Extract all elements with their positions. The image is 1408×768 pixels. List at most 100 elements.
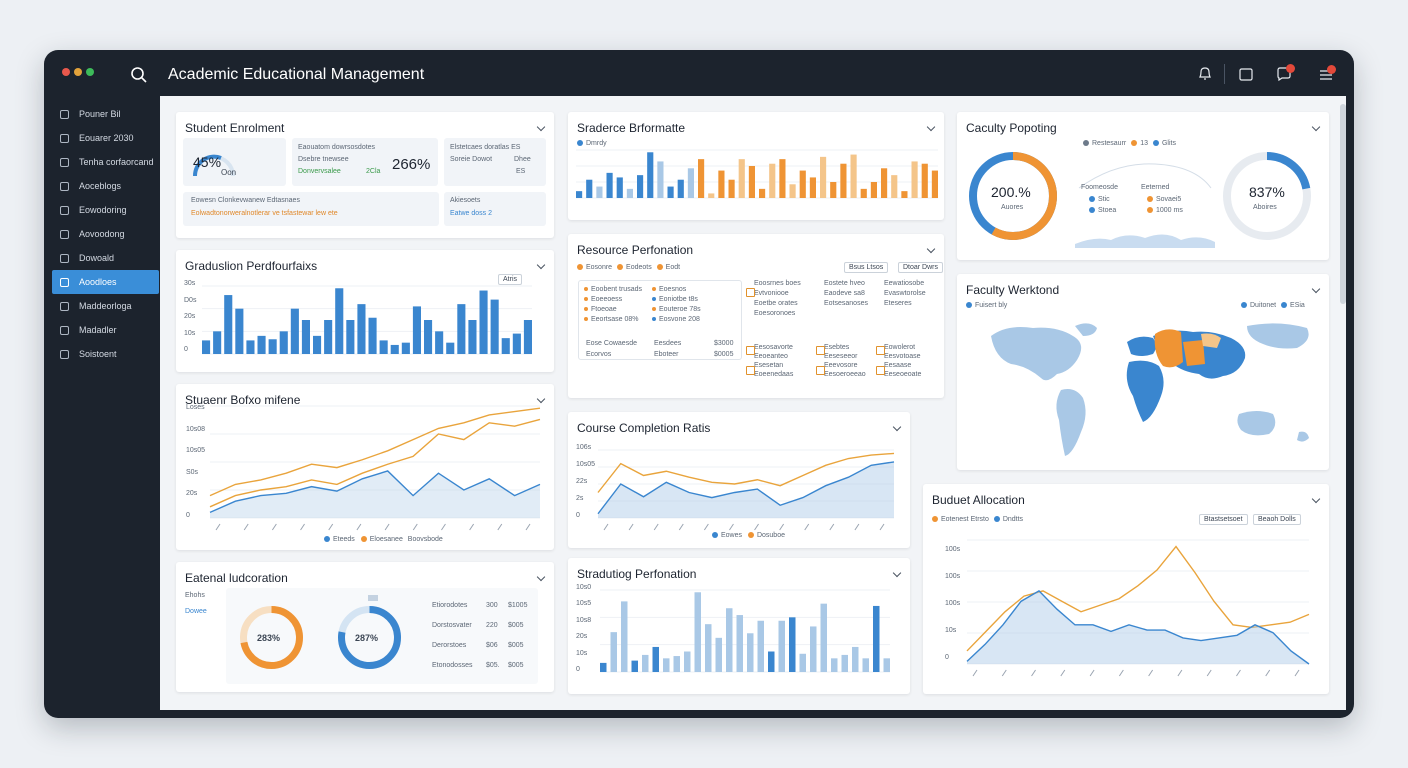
scrollbar[interactable]: [1340, 104, 1346, 304]
bar: [657, 161, 664, 198]
checkbox[interactable]: [746, 346, 755, 355]
chevron-down-icon[interactable]: [1311, 494, 1321, 504]
bar: [663, 658, 670, 672]
chevron-down-icon[interactable]: [892, 568, 902, 578]
chevron-down-icon[interactable]: [1311, 122, 1321, 132]
monitor-icon: [60, 181, 69, 191]
chevron-down-icon[interactable]: [1311, 284, 1321, 294]
bar: [736, 615, 743, 672]
card-title: Stuaenr Bofxo mifene: [185, 393, 301, 407]
row-name: Derorstoes: [432, 642, 467, 649]
bar: [313, 335, 322, 354]
row-value: 220: [486, 622, 498, 629]
checkbox[interactable]: [876, 346, 885, 355]
bar: [684, 651, 691, 672]
maximize-dot[interactable]: [86, 68, 94, 76]
chevron-down-icon[interactable]: [536, 572, 546, 582]
bottom-title: Eowesn Clonkevwanew Edtasnaes: [191, 197, 300, 204]
stardence-card: Sraderce Brformatte Dmrdy: [568, 112, 944, 220]
y-tick-label: D0s: [184, 296, 197, 304]
chevron-down-icon[interactable]: [536, 122, 546, 132]
bar: [246, 340, 255, 354]
donut-value: 200.%: [991, 184, 1031, 200]
chevron-down-icon[interactable]: [926, 244, 936, 254]
y-tick-label: 0: [186, 512, 190, 519]
resource-cell: Eoesoronoes: [754, 310, 796, 317]
sidebar-item-label: Tenha corfaorcand: [79, 157, 154, 167]
bar: [616, 177, 623, 198]
bar: [820, 603, 827, 672]
resource-item: Eoesnos: [652, 286, 686, 293]
sidebar-item[interactable]: Eowodoring: [52, 198, 159, 222]
atris-button[interactable]: Atris: [498, 274, 522, 285]
donut-arc: [338, 606, 401, 669]
filter-button[interactable]: Bsus Ltsos: [844, 262, 889, 273]
bar: [424, 320, 433, 354]
bar: [747, 633, 754, 672]
bar: [346, 320, 355, 354]
square-icon[interactable]: [1238, 66, 1254, 82]
resource-cell: Evaswtorolse: [884, 290, 926, 297]
titlebar-divider: [1224, 64, 1225, 84]
bar: [705, 624, 712, 672]
sidebar-item[interactable]: Eouarer 2030: [52, 126, 159, 150]
card-title: Student Enrolment: [185, 121, 285, 135]
resource-cell: Eesosavorte: [754, 344, 793, 351]
bar: [810, 626, 817, 672]
chevron-down-icon[interactable]: [892, 422, 902, 432]
filter-button[interactable]: Btastsetsoet: [1199, 514, 1248, 525]
x-tick: [328, 523, 334, 531]
search-icon[interactable]: [130, 66, 148, 84]
sidebar-item[interactable]: Soistoent: [52, 342, 159, 366]
sidebar-item[interactable]: Pouner Bil: [52, 102, 159, 126]
bell-icon[interactable]: [1197, 66, 1213, 82]
checkbox[interactable]: [816, 346, 825, 355]
close-dot[interactable]: [62, 68, 70, 76]
resource-cell: Esesetan: [754, 362, 784, 369]
series-line: [597, 452, 895, 493]
course-completion-chart: [597, 449, 895, 531]
chevron-down-icon[interactable]: [926, 122, 936, 132]
bar: [647, 152, 654, 198]
sidebar-item[interactable]: Aovoodong: [52, 222, 159, 246]
sidebar-item[interactable]: Aoceblogs: [52, 174, 159, 198]
minimize-dot[interactable]: [74, 68, 82, 76]
sidebar-item[interactable]: Dowoald: [52, 246, 159, 270]
bar: [606, 172, 613, 198]
sidebar-item[interactable]: Maddeorloga: [52, 294, 159, 318]
sidebar-item[interactable]: Tenha corfaorcand: [52, 150, 159, 174]
graduation-performance-card: Stradutiog Perfonation 10s0 10s5 10s8 20s 10…: [568, 558, 910, 694]
filter-button[interactable]: Dtoar Dwrs: [898, 262, 944, 273]
bar: [501, 338, 510, 354]
x-tick: [356, 523, 362, 531]
y-tick-label: 100s: [945, 573, 961, 580]
filter-button[interactable]: Beaoh Dolls: [1253, 514, 1301, 525]
settings-icon: [60, 205, 69, 215]
resource-value: $3000: [714, 340, 734, 347]
chevron-down-icon[interactable]: [536, 394, 546, 404]
resource-item: Eosvone 208: [652, 316, 700, 323]
bar: [268, 339, 277, 354]
y-tick-label: S0s: [186, 468, 199, 476]
bar: [652, 646, 659, 672]
sidebar-item[interactable]: Aoodloes: [52, 270, 159, 294]
checkbox[interactable]: [746, 366, 755, 375]
bar: [881, 168, 888, 198]
chevron-down-icon[interactable]: [536, 260, 546, 270]
message-icon[interactable]: [1276, 66, 1292, 82]
student-performance-chart: [209, 405, 541, 531]
x-tick: [1206, 669, 1212, 677]
checkbox[interactable]: [816, 366, 825, 375]
x-tick: [1001, 669, 1007, 677]
x-tick: [653, 523, 659, 531]
bar: [621, 601, 628, 672]
bar: [523, 320, 532, 354]
resource-cell: Eotsesanoses: [824, 300, 868, 307]
resource-value: Eboteer: [654, 351, 679, 358]
checkbox[interactable]: [876, 366, 885, 375]
checkbox[interactable]: [746, 288, 755, 297]
series-line: [966, 545, 1310, 652]
donut-arc: [969, 152, 1057, 240]
sidebar-item-label: Maddeorloga: [79, 301, 132, 311]
sidebar-item[interactable]: Madadler: [52, 318, 159, 342]
